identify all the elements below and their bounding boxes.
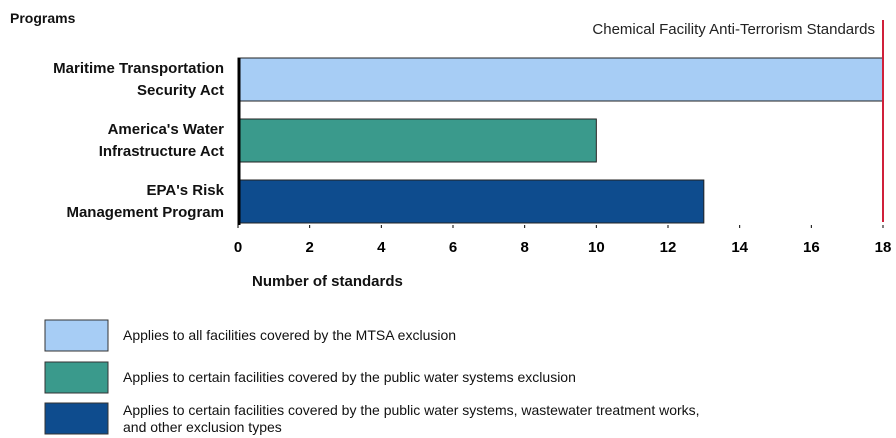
x-tick-label: 18 bbox=[875, 239, 892, 256]
category-label: Maritime Transportation Security Act bbox=[53, 60, 224, 99]
legend-label: Applies to certain facilities covered by… bbox=[123, 401, 700, 435]
bar bbox=[237, 118, 597, 163]
legend-label: Applies to all facilities covered by the… bbox=[123, 327, 457, 343]
x-tick-label: 4 bbox=[377, 239, 386, 256]
legend-label: Applies to certain facilities covered by… bbox=[123, 369, 576, 385]
bar bbox=[237, 179, 705, 224]
bar bbox=[237, 57, 884, 102]
x-axis-title: Number of standards bbox=[252, 273, 403, 290]
x-tick-label: 0 bbox=[234, 239, 242, 256]
x-tick-label: 8 bbox=[520, 239, 528, 256]
legend-swatch bbox=[44, 402, 109, 435]
x-tick-label: 10 bbox=[588, 239, 605, 256]
x-tick-label: 12 bbox=[660, 239, 677, 256]
reference-label: Chemical Facility Anti-Terrorism Standar… bbox=[592, 21, 875, 38]
x-tick-label: 16 bbox=[803, 239, 820, 256]
y-axis-title: Programs bbox=[10, 10, 76, 26]
category-label: EPA's Risk Management Program bbox=[66, 182, 224, 221]
legend-swatch bbox=[44, 361, 109, 394]
x-tick-label: 2 bbox=[305, 239, 313, 256]
x-tick-label: 6 bbox=[449, 239, 457, 256]
category-label: America's Water Infrastructure Act bbox=[98, 121, 224, 160]
legend-swatch bbox=[44, 319, 109, 352]
x-tick-label: 14 bbox=[731, 239, 748, 256]
